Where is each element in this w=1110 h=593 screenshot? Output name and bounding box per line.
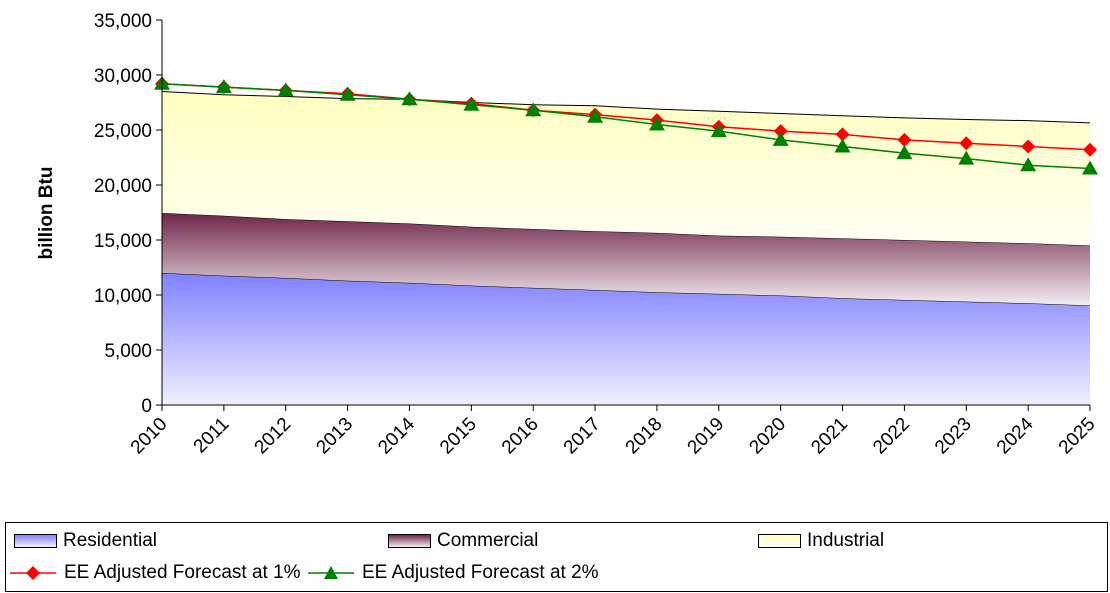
x-tick-label: 2014 <box>374 413 419 458</box>
legend-item-industrial: Industrial <box>758 526 884 556</box>
point-ee-1pct-2022 <box>897 132 912 147</box>
x-tick-label: 2024 <box>993 413 1038 458</box>
legend-swatch-residential <box>14 534 57 548</box>
x-tick-label: 2017 <box>560 414 605 459</box>
legend-swatch-commercial <box>388 534 431 548</box>
y-tick-label: 30,000 <box>94 66 152 87</box>
forecast-lines <box>154 75 1098 175</box>
area-layers <box>161 91 1091 405</box>
y-tick-label: 20,000 <box>94 176 152 197</box>
y-axis-title: billion Btu <box>36 167 57 260</box>
legend-marker-ee-2pct <box>308 566 354 579</box>
legend-marker-ee-1pct <box>10 566 56 580</box>
x-tick-label: 2018 <box>622 414 667 459</box>
x-tick-label: 2025 <box>1055 414 1100 459</box>
point-ee-2pct-2020 <box>772 131 789 146</box>
x-tick-label: 2019 <box>684 414 729 459</box>
area-commercial <box>162 213 1090 306</box>
point-ee-2pct-2022 <box>896 145 913 160</box>
y-tick-label: 10,000 <box>94 286 152 307</box>
point-ee-2pct-2017 <box>587 108 604 123</box>
point-ee-2pct-2011 <box>215 79 232 94</box>
y-tick-label: 35,000 <box>94 11 152 32</box>
point-ee-2pct-2024 <box>1020 157 1037 172</box>
point-ee-2pct-2016 <box>525 102 542 117</box>
chart-plot: 0 5,000 10,000 15,000 20,000 25,000 30,000 35,0… <box>36 11 1100 459</box>
point-ee-2pct-2013 <box>339 86 356 101</box>
point-ee-2pct-2021 <box>834 138 851 153</box>
x-tick-label: 2010 <box>127 414 172 459</box>
x-tick-label: 2015 <box>436 414 481 459</box>
legend-item-residential: Residential <box>14 526 157 556</box>
x-tick-label: 2016 <box>498 414 543 459</box>
y-tick-label: 15,000 <box>94 231 152 252</box>
legend-label-ee-2pct: EE Adjusted Forecast at 2% <box>362 562 599 583</box>
legend-label-residential: Residential <box>63 530 157 551</box>
legend-label-commercial: Commercial <box>437 530 539 551</box>
legend: Residential Commercial Industrial EE Adj… <box>5 522 1108 592</box>
point-ee-2pct-2018 <box>648 116 665 131</box>
legend-item-ee-1pct: EE Adjusted Forecast at 1% <box>8 558 301 588</box>
x-tick-label: 2023 <box>931 414 976 459</box>
x-tick-label: 2013 <box>312 414 357 459</box>
legend-label-industrial: Industrial <box>807 530 885 551</box>
point-ee-2pct-2014 <box>401 91 418 106</box>
point-ee-2pct-2012 <box>277 82 294 97</box>
legend-item-ee-2pct: EE Adjusted Forecast at 2% <box>306 558 599 588</box>
point-ee-2pct-2023 <box>958 150 975 165</box>
point-ee-2pct-2015 <box>463 96 480 111</box>
y-tick-label: 0 <box>141 396 152 417</box>
y-tick-label: 25,000 <box>94 121 152 142</box>
legend-swatch-industrial <box>758 534 801 548</box>
legend-label-ee-1pct: EE Adjusted Forecast at 1% <box>64 562 301 583</box>
point-ee-1pct-2023 <box>959 136 974 151</box>
series-ee-2pct <box>154 75 1098 175</box>
point-ee-1pct-2021 <box>835 127 850 142</box>
area-industrial-edge <box>161 91 1091 124</box>
y-tick-label: 5,000 <box>104 341 152 362</box>
x-tick-label: 2021 <box>807 414 852 459</box>
line-ee-2pct <box>161 83 1091 170</box>
point-ee-2pct-2025 <box>1082 160 1098 175</box>
x-tick-label: 2012 <box>251 414 296 459</box>
x-tick-label: 2022 <box>869 414 914 459</box>
x-tick-label: 2020 <box>745 414 790 459</box>
x-tick-label: 2011 <box>190 414 234 458</box>
point-ee-1pct-2020 <box>773 124 788 139</box>
legend-item-commercial: Commercial <box>388 526 538 556</box>
point-ee-1pct-2025 <box>1083 142 1097 157</box>
area-industrial <box>162 91 1090 246</box>
point-ee-1pct-2024 <box>1021 139 1036 154</box>
area-residential <box>162 273 1090 405</box>
point-ee-2pct-2019 <box>710 123 727 138</box>
